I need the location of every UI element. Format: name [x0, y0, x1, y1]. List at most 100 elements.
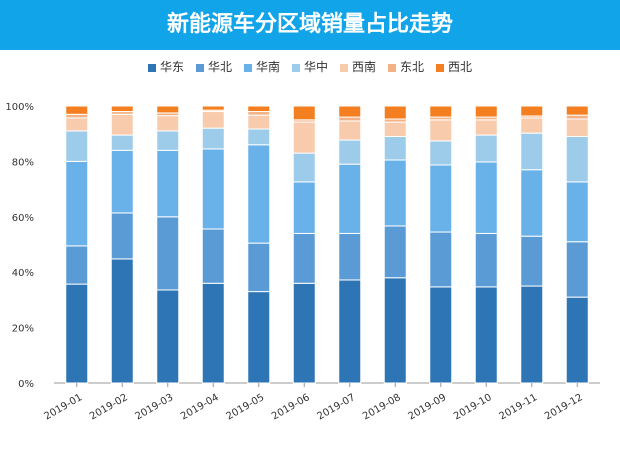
legend-swatch — [291, 63, 300, 72]
legend-item: 东北 — [388, 58, 424, 75]
bar-segment-华东 — [383, 277, 407, 384]
bar-segment-华中 — [338, 139, 362, 165]
bar-segment-华东 — [292, 282, 316, 384]
bar-segment-华中 — [292, 152, 316, 183]
bar-segment-西南 — [338, 120, 362, 141]
bar-segment-华南 — [156, 149, 180, 218]
bar-segment-西南 — [520, 117, 544, 134]
x-tick-label: 2019-01 — [43, 392, 85, 422]
bar-segment-华南 — [338, 163, 362, 234]
bar-segment-西北 — [429, 105, 453, 118]
bar-segment-华南 — [110, 149, 134, 214]
legend-label: 东北 — [400, 60, 425, 74]
bar-segment-华东 — [201, 282, 225, 384]
bar-segment-东北 — [565, 114, 589, 120]
legend-item: 华中 — [291, 58, 328, 75]
bar-segment-华东 — [520, 285, 544, 384]
bar-segment-西北 — [292, 105, 316, 121]
bar-segment-华南 — [292, 181, 316, 234]
bar-segment-华北 — [292, 232, 316, 284]
legend-item: 华北 — [195, 58, 232, 75]
bar-segment-东北 — [65, 113, 89, 119]
legend-item: 华东 — [147, 58, 184, 75]
bar-segment-华北 — [65, 245, 89, 285]
legend: 华东 华北 华南 华中 西南 东北 西北 — [0, 58, 620, 75]
bar-segment-西南 — [65, 117, 89, 132]
bar-segment-西北 — [247, 105, 271, 113]
y-tick-label: 0% — [18, 379, 34, 390]
bar-segment-华北 — [156, 216, 180, 291]
bar-segment-西南 — [201, 111, 225, 129]
bar-segment-西南 — [292, 121, 316, 154]
bar-segment-华东 — [474, 286, 498, 384]
bar-segment-华中 — [65, 130, 89, 162]
bar-segment-西南 — [156, 115, 180, 132]
bar-segment-西北 — [110, 105, 134, 113]
legend-label: 华南 — [255, 60, 280, 74]
bar-segment-华南 — [474, 161, 498, 234]
bar-segment-东北 — [338, 116, 362, 122]
bar-segment-华东 — [156, 289, 180, 384]
bar-segment-西南 — [474, 119, 498, 136]
bar-segment-华南 — [201, 148, 225, 230]
legend-label: 华东 — [159, 60, 184, 74]
y-tick-label: 20% — [12, 324, 34, 335]
bar-segment-华北 — [429, 231, 453, 288]
bar-segment-华南 — [520, 169, 544, 237]
bar-segment-华中 — [474, 134, 498, 163]
bar-segment-东北 — [247, 111, 271, 116]
legend-swatch — [340, 63, 348, 72]
bar-segment-华中 — [156, 130, 180, 151]
legend-item: 华南 — [243, 58, 280, 75]
bar-segment-西北 — [338, 105, 362, 118]
x-tick-label: 2019-02 — [88, 392, 130, 422]
bar-segment-华南 — [565, 181, 589, 243]
bar-segment-华南 — [429, 164, 453, 233]
bar-segment-西北 — [520, 105, 544, 117]
legend-item: 西南 — [340, 58, 376, 75]
bar-segment-华东 — [565, 296, 589, 384]
x-tick-label: 2019-04 — [179, 392, 221, 422]
y-tick-label: 40% — [12, 268, 34, 279]
bar-segment-华中 — [429, 140, 453, 166]
x-tick-label: 2019-09 — [407, 392, 449, 422]
bar-segment-华北 — [474, 232, 498, 288]
legend-label: 西南 — [352, 60, 377, 74]
bar-segment-华北 — [565, 241, 589, 298]
bar-segment-华东 — [247, 291, 271, 384]
x-tick-label: 2019-05 — [225, 392, 267, 422]
bar-segment-华东 — [110, 258, 134, 384]
bar-segment-华北 — [383, 225, 407, 279]
bar-segment-华中 — [247, 128, 271, 146]
legend-label: 华中 — [303, 60, 328, 74]
x-tick-label: 2019-07 — [316, 392, 358, 422]
bar-segment-华中 — [565, 135, 589, 183]
bar-segment-西南 — [429, 119, 453, 142]
bar-segment-华中 — [110, 134, 134, 151]
bar-segment-西南 — [565, 118, 589, 137]
legend-swatch — [243, 63, 252, 72]
bar-segment-西南 — [247, 114, 271, 130]
bar-segment-华中 — [201, 127, 225, 150]
bar-segment-西北 — [156, 105, 180, 114]
bar-segment-华南 — [65, 160, 89, 247]
x-tick-label: 2019-06 — [270, 392, 312, 422]
bar-segment-华南 — [383, 159, 407, 227]
legend-swatch — [147, 63, 156, 72]
x-tick-label: 2019-10 — [452, 392, 494, 422]
legend-swatch — [436, 63, 445, 72]
bar-segment-华南 — [247, 144, 271, 244]
bar-segment-华中 — [383, 135, 407, 161]
bar-segment-华东 — [429, 286, 453, 384]
y-tick-label: 100% — [5, 102, 34, 113]
x-tick-label: 2019-08 — [361, 392, 403, 422]
legend-swatch — [195, 63, 204, 72]
x-tick-label: 2019-03 — [134, 392, 176, 422]
bar-segment-华东 — [338, 279, 362, 384]
x-tick-label: 2019-12 — [543, 392, 585, 422]
bar-segment-西北 — [474, 105, 498, 118]
chart-title: 新能源车分区域销量占比走势 — [0, 0, 620, 50]
bar-segment-华东 — [65, 283, 89, 384]
bar-segment-华中 — [520, 132, 544, 171]
